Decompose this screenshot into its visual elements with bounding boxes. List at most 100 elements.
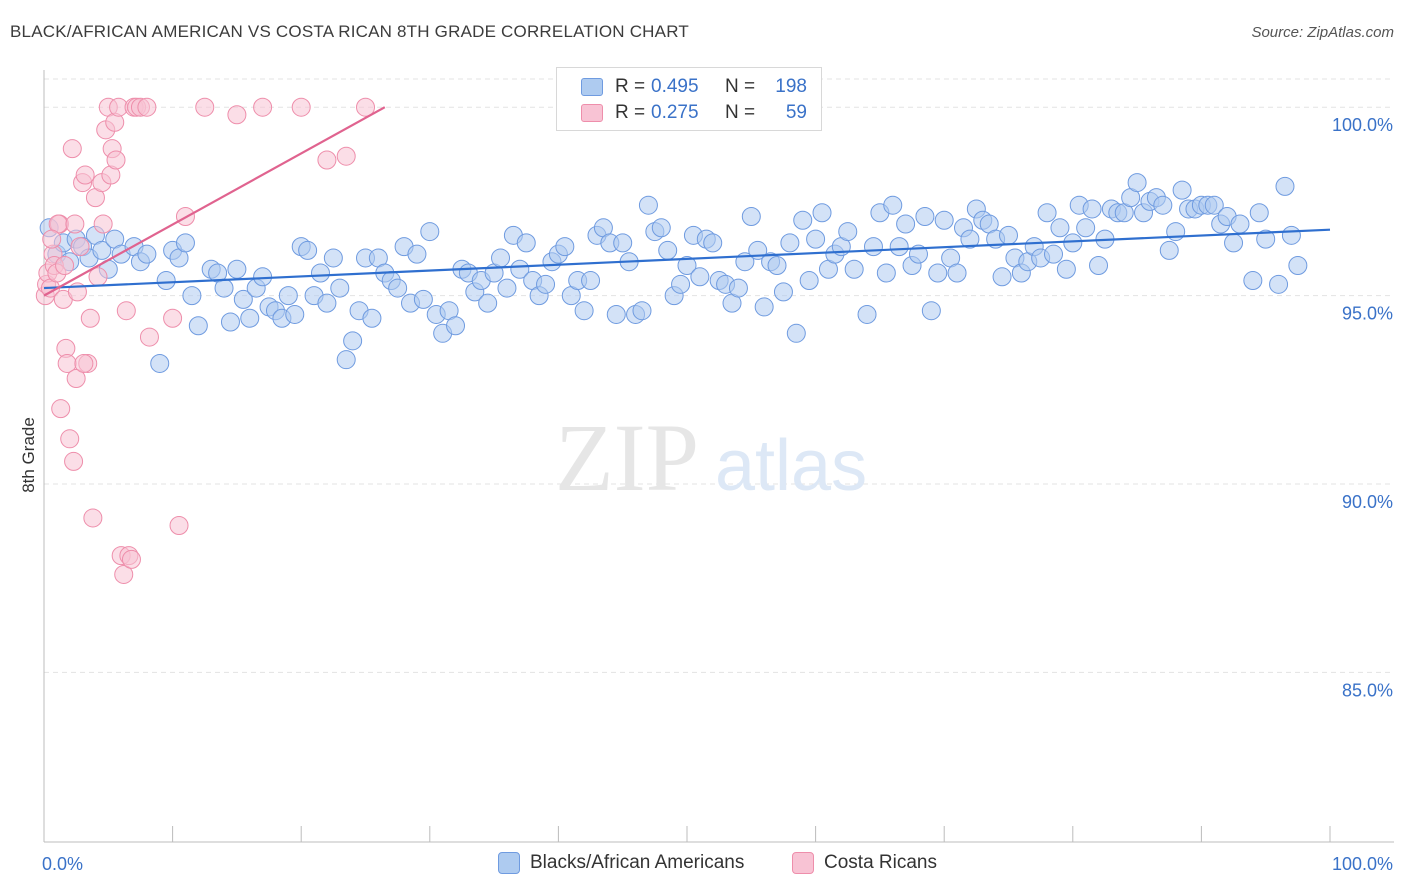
point-blacks: [677, 255, 697, 275]
point-blacks: [921, 301, 941, 321]
point-blacks: [536, 274, 556, 294]
point-costa-ricans: [83, 508, 103, 528]
point-blacks: [362, 308, 382, 328]
r-label: R =: [615, 76, 646, 97]
x-tick-label-min: 0.0%: [42, 854, 83, 874]
point-blacks: [992, 267, 1012, 287]
point-blacks: [182, 286, 202, 306]
n-value: 198: [775, 76, 807, 97]
legend-swatch-pink: [581, 104, 603, 122]
point-blacks: [786, 323, 806, 343]
point-costa-ricans: [75, 165, 95, 185]
point-blacks: [581, 271, 601, 291]
y-axis-title: 8th Grade: [19, 417, 38, 493]
point-blacks: [407, 244, 427, 264]
point-costa-ricans: [42, 229, 62, 249]
point-blacks: [156, 271, 176, 291]
point-blacks: [773, 282, 793, 302]
point-blacks: [343, 331, 363, 351]
trend-line-costa-ricans: [43, 106, 386, 297]
legend-swatch-blue: [498, 852, 520, 874]
point-blacks: [1044, 244, 1064, 264]
point-blacks: [227, 259, 247, 279]
point-blacks: [780, 233, 800, 253]
point-costa-ricans: [93, 214, 113, 234]
point-blacks: [960, 229, 980, 249]
point-blacks: [876, 263, 896, 283]
point-blacks: [317, 293, 337, 313]
point-blacks: [690, 267, 710, 287]
point-blacks: [298, 240, 318, 260]
point-costa-ricans: [317, 150, 337, 170]
point-blacks: [741, 206, 761, 226]
point-blacks: [947, 263, 967, 283]
trend-line-blacks: [43, 228, 1331, 290]
point-blacks: [478, 293, 498, 313]
point-costa-ricans: [74, 353, 94, 373]
source-label: Source: ZipAtlas.com: [1251, 24, 1394, 41]
point-blacks: [555, 237, 575, 257]
point-blacks: [1063, 233, 1083, 253]
point-blacks: [413, 289, 433, 309]
n-value: 59: [785, 102, 807, 123]
point-blacks: [220, 312, 240, 332]
legend-item-blacks[interactable]: Blacks/African Americans: [498, 852, 744, 874]
n-label: N =: [725, 102, 756, 123]
point-blacks: [150, 353, 170, 373]
stats-legend: R = 0.495 N = 198 R = 0.275 N = 59: [556, 67, 822, 131]
axis-labels: 100.0% 95.0% 90.0% 85.0% 0.0% 100.0% 8th Grade: [19, 115, 1393, 874]
r-value: 0.495: [651, 76, 699, 97]
point-blacks: [889, 237, 909, 257]
point-blacks: [857, 304, 877, 324]
series-legend: Blacks/African Americans Costa Ricans: [0, 852, 1406, 878]
point-blacks: [1050, 218, 1070, 238]
point-blacks: [310, 263, 330, 283]
point-blacks: [1127, 173, 1147, 193]
stats-row-costa-ricans: R = 0.275 N = 59: [581, 101, 807, 125]
point-blacks: [1275, 176, 1295, 196]
series-blacks-points: [39, 173, 1308, 373]
legend-item-costa-ricans[interactable]: Costa Ricans: [792, 852, 937, 874]
point-blacks: [793, 210, 813, 230]
point-costa-ricans: [121, 549, 141, 569]
point-blacks: [336, 350, 356, 370]
legend-label-blacks: Blacks/African Americans: [530, 852, 745, 873]
point-blacks: [330, 278, 350, 298]
point-costa-ricans: [60, 429, 80, 449]
point-costa-ricans: [70, 237, 90, 257]
point-blacks: [844, 259, 864, 279]
legend-label-costa-ricans: Costa Ricans: [824, 852, 937, 873]
point-blacks: [1089, 255, 1109, 275]
point-blacks: [1153, 195, 1173, 215]
point-blacks: [1159, 240, 1179, 260]
point-costa-ricans: [114, 564, 134, 584]
point-blacks: [516, 233, 536, 253]
point-blacks: [1281, 225, 1301, 245]
point-blacks: [285, 304, 305, 324]
point-blacks: [137, 244, 157, 264]
point-costa-ricans: [336, 146, 356, 166]
series-costa-ricans-points: [35, 97, 375, 584]
point-blacks: [1288, 255, 1308, 275]
point-blacks: [1243, 271, 1263, 291]
point-blacks: [188, 316, 208, 336]
stats-row-blacks: R = 0.495 N = 198: [581, 75, 807, 99]
y-tick-label: 95.0%: [1342, 304, 1393, 324]
point-costa-ricans: [169, 515, 189, 535]
point-blacks: [1082, 199, 1102, 219]
point-blacks: [278, 286, 298, 306]
point-costa-ricans: [80, 308, 100, 328]
point-blacks: [1204, 195, 1224, 215]
point-blacks: [651, 218, 671, 238]
y-tick-label: 90.0%: [1342, 492, 1393, 512]
point-costa-ricans: [253, 97, 273, 117]
point-blacks: [92, 240, 112, 260]
point-blacks: [806, 229, 826, 249]
point-costa-ricans: [106, 150, 126, 170]
point-blacks: [638, 195, 658, 215]
n-label: N =: [725, 76, 756, 97]
x-tick-label-max: 100.0%: [1332, 854, 1393, 874]
watermark-atlas: atlas: [715, 426, 867, 506]
point-blacks: [388, 278, 408, 298]
point-blacks: [632, 301, 652, 321]
